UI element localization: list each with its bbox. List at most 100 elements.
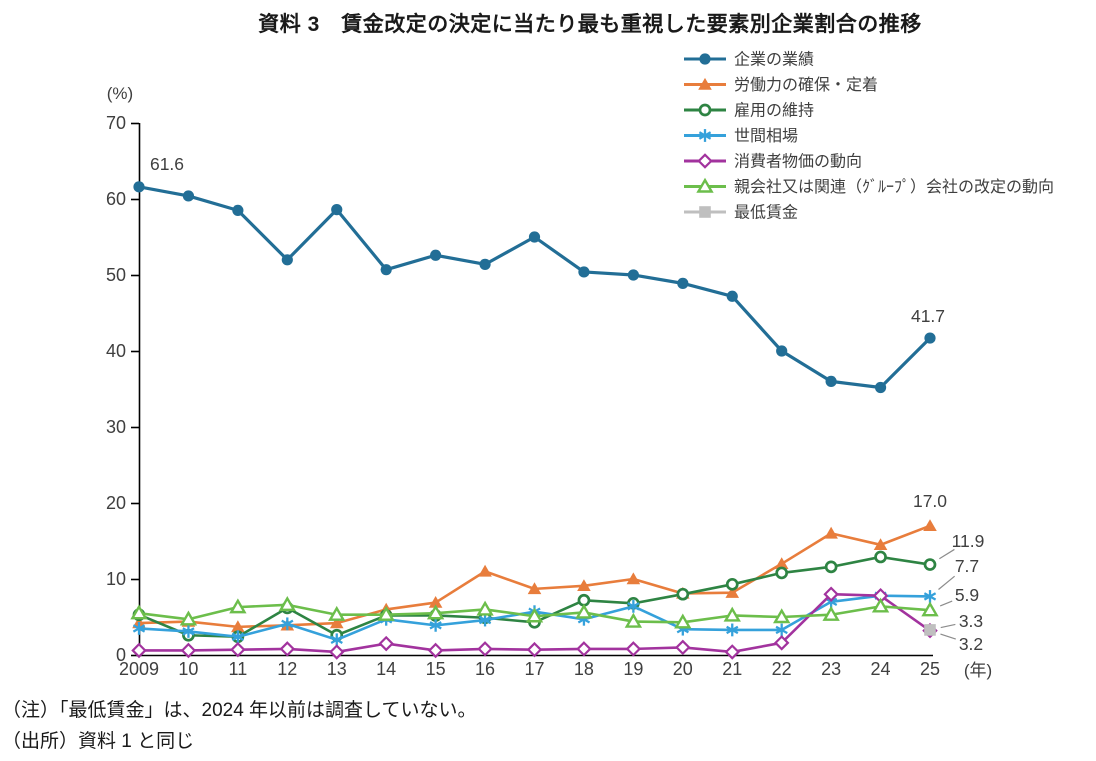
marker-triangle-open [921, 601, 939, 617]
marker-diamond-open [279, 641, 296, 657]
legend: 企業の業績労働力の確保・定着雇用の維持世間相場消費者物価の動向親会社又は関連（ｸ… [684, 51, 1054, 222]
marker-triangle-open [426, 604, 445, 620]
marker-circle-filled [874, 381, 887, 394]
marker-triangle-filled [231, 620, 245, 633]
marker-triangle-filled [428, 595, 443, 608]
y-tick-label: 50 [106, 265, 126, 285]
marker-square-filled [699, 206, 711, 218]
x-tick-label: 20 [673, 659, 693, 679]
marker-circle-filled [281, 254, 293, 266]
marker-triangle-filled [824, 526, 838, 539]
marker-circle-filled [133, 181, 145, 193]
marker-triangle-filled [774, 557, 789, 569]
marker-circle-filled [924, 332, 936, 344]
marker-circle-open [824, 560, 838, 574]
chart-notes: （注）「最低賃金」は、2024 年以前は調査していない。 （出所）資料 1 と同… [2, 695, 476, 757]
marker-diamond-open [675, 639, 691, 656]
x-tick-label: 2009 [119, 659, 159, 679]
series-6 [924, 624, 936, 636]
marker-diamond-open [773, 635, 790, 651]
marker-circle-open [676, 587, 690, 601]
data-label: 3.2 [959, 634, 983, 654]
legend-label: 最低賃金 [734, 204, 798, 222]
marker-triangle-open [130, 604, 148, 620]
annotations: 61.6 41.7 17.011.9 7.7 5.9 3.3 3.2 [150, 154, 984, 654]
marker-diamond-open [230, 641, 246, 658]
marker-diamond-open [823, 586, 839, 602]
legend-label: 労働力の確保・定着 [734, 76, 878, 94]
x-tick-label: 16 [475, 659, 495, 679]
series-2 [132, 550, 937, 644]
data-label: 11.9 [952, 531, 985, 551]
marker-asterisk [231, 630, 245, 644]
marker-asterisk [429, 618, 442, 632]
y-tick-label: 20 [106, 493, 126, 513]
marker-diamond-open [378, 635, 394, 652]
marker-triangle-open [476, 600, 494, 616]
marker-diamond-open [477, 641, 493, 657]
x-tick-label: 22 [772, 659, 792, 679]
data-label: 7.7 [955, 556, 979, 576]
marker-triangle-filled [626, 572, 641, 585]
marker-circle-open [725, 577, 739, 591]
series-0 [133, 181, 936, 394]
marker-triangle-open [328, 605, 346, 621]
marker-triangle-filled [478, 564, 492, 577]
marker-diamond-open [625, 641, 642, 657]
marker-triangle-open [696, 177, 714, 193]
marker-asterisk [132, 622, 146, 635]
x-tick-label: 10 [178, 659, 198, 679]
marker-triangle-filled [527, 582, 542, 595]
series-5 [130, 596, 939, 629]
marker-triangle-open [723, 606, 741, 622]
legend-item-3: 世間相場 [684, 127, 798, 145]
y-tick-label: 60 [106, 189, 126, 209]
axes [138, 123, 933, 657]
marker-circle-filled [528, 231, 541, 243]
marker-asterisk [627, 599, 640, 613]
data-label: 3.3 [959, 611, 983, 631]
marker-circle-filled [430, 249, 442, 261]
x-tick-label: 14 [376, 659, 396, 679]
marker-triangle-open [773, 608, 791, 624]
marker-circle-filled [776, 345, 788, 357]
marker-triangle-open [822, 605, 840, 621]
x-tick-label: 23 [821, 659, 841, 679]
marker-diamond-open [328, 644, 345, 660]
legend-item-0: 企業の業績 [684, 51, 814, 69]
marker-diamond-open [427, 642, 444, 659]
marker-circle-filled [825, 375, 837, 387]
marker-circle-filled [677, 277, 689, 289]
x-tick-label: 19 [623, 659, 643, 679]
marker-circle-open [775, 566, 789, 580]
legend-label: 親会社又は関連（ｸﾞﾙｰﾌﾟ）会社の改定の動向 [734, 178, 1054, 196]
marker-triangle-open [525, 607, 544, 623]
marker-diamond-open [526, 641, 543, 658]
marker-asterisk [775, 623, 788, 637]
marker-triangle-filled [725, 586, 740, 598]
marker-triangle-open [674, 613, 692, 629]
legend-item-4: 消費者物価の動向 [684, 153, 862, 171]
marker-circle-filled [479, 258, 491, 270]
x-axis-labels: 2009 10 11 12 13 14 15 16 17 18 19 20 21 22 23 24 25 (年) [119, 659, 992, 680]
marker-triangle-open [871, 597, 890, 613]
x-tick-label: 21 [722, 659, 742, 679]
x-tick-label: 25 [920, 659, 940, 679]
chart-title: 資料 3 賃金改定の決定に当たり最も重視した要素別企業割合の推移 [258, 13, 922, 36]
marker-circle-filled [232, 204, 244, 216]
marker-asterisk [698, 129, 712, 142]
legend-label: 世間相場 [734, 127, 798, 145]
marker-diamond-open [576, 641, 592, 657]
data-label: 61.6 [150, 154, 184, 174]
data-label: 5.9 [955, 585, 979, 605]
y-tick-label: 30 [106, 417, 126, 437]
marker-asterisk [726, 623, 739, 637]
data-label: 41.7 [911, 306, 945, 326]
y-tick-label: 40 [106, 341, 126, 361]
x-tick-label: 13 [327, 659, 347, 679]
marker-circle-open [874, 550, 887, 564]
marker-asterisk [923, 590, 937, 603]
marker-asterisk [281, 617, 294, 631]
y-tick-label: 70 [106, 113, 126, 133]
